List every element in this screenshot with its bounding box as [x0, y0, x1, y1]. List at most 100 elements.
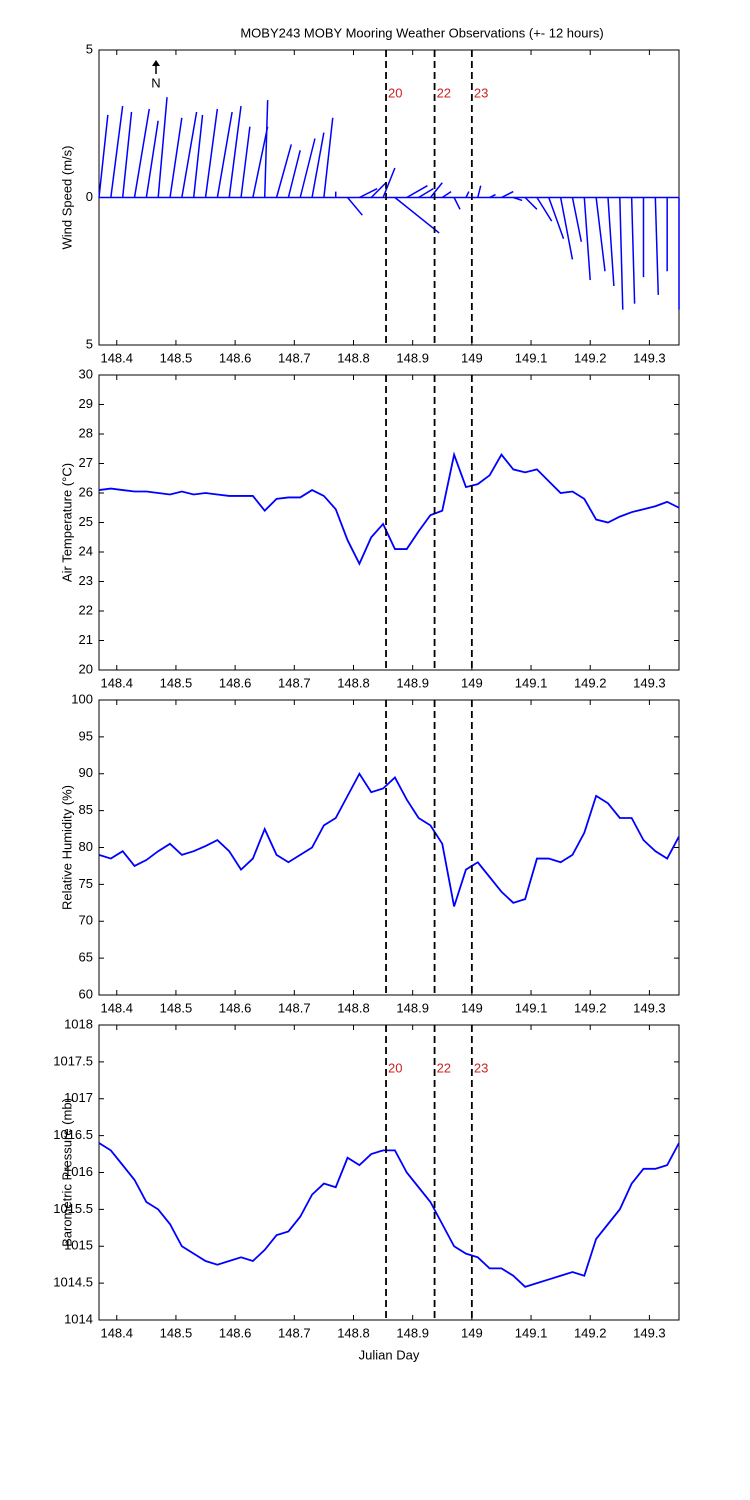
x-tick-label: 149.2 [574, 350, 607, 365]
x-tick-label: 149 [461, 1000, 483, 1015]
y-tick-label: 27 [79, 455, 93, 470]
x-tick-label: 149 [461, 675, 483, 690]
x-tick-label: 148.8 [337, 1325, 370, 1340]
x-tick-label: 148.6 [219, 350, 252, 365]
x-tick-label: 148.5 [160, 350, 193, 365]
x-tick-label: 148.9 [396, 1325, 429, 1340]
wind-stick [654, 197, 660, 295]
y-axis-label: Relative Humidity (%) [59, 785, 74, 910]
y-tick-label: 60 [79, 986, 93, 1001]
wind-stick [157, 97, 168, 198]
wind-stick [228, 105, 242, 198]
wind-stick [418, 188, 434, 199]
x-tick-label: 148.6 [219, 1325, 252, 1340]
wind-stick [359, 187, 378, 199]
y-tick-label: 70 [79, 913, 93, 928]
x-tick-label: 149.3 [633, 1325, 666, 1340]
y-tick-label: 25 [79, 514, 93, 529]
y-tick-label: 30 [79, 366, 93, 381]
wind-stick [98, 114, 109, 198]
wind-stick [513, 196, 523, 202]
x-tick-label: 148.7 [278, 1000, 311, 1015]
x-axis-label: Julian Day [359, 1347, 420, 1362]
wind-stick [169, 117, 183, 198]
wind-stick [287, 150, 301, 198]
y-tick-label: 5 [86, 336, 93, 351]
wind-stick [441, 190, 452, 199]
x-tick-label: 148.9 [396, 350, 429, 365]
y-tick-label: 24 [79, 543, 93, 558]
wind-stick [263, 100, 269, 198]
x-tick-label: 148.5 [160, 1325, 193, 1340]
x-tick-label: 148.8 [337, 675, 370, 690]
x-tick-label: 148.4 [100, 350, 133, 365]
x-tick-label: 149.1 [515, 675, 548, 690]
wind-stick [501, 190, 514, 199]
wind-stick [559, 197, 574, 260]
wind-stick [477, 185, 482, 198]
y-tick-label: 23 [79, 573, 93, 588]
wind-stick [394, 196, 440, 234]
y-tick-label: 65 [79, 950, 93, 965]
wind-stick [192, 114, 204, 198]
data-line [98, 451, 680, 566]
y-tick-label: 1017.5 [53, 1053, 93, 1068]
x-tick-label: 148.9 [396, 675, 429, 690]
y-tick-label: 1015.5 [53, 1201, 93, 1216]
y-tick-label: 26 [79, 484, 93, 499]
x-tick-label: 149.2 [574, 1325, 607, 1340]
wind-stick [571, 197, 583, 242]
x-tick-label: 149.2 [574, 675, 607, 690]
wind-stick [346, 197, 363, 216]
y-tick-label: 1015 [64, 1238, 93, 1253]
y-tick-label: 20 [79, 661, 93, 676]
y-tick-label: 75 [79, 876, 93, 891]
wind-stick [619, 197, 624, 310]
x-tick-label: 149.3 [633, 675, 666, 690]
x-tick-label: 149 [461, 1325, 483, 1340]
chart-title: MOBY243 MOBY Mooring Weather Observation… [240, 25, 603, 40]
wind-stick [181, 111, 198, 198]
x-tick-label: 149.1 [515, 350, 548, 365]
x-tick-label: 149.1 [515, 1000, 548, 1015]
x-tick-label: 148.4 [100, 1000, 133, 1015]
x-tick-label: 148.8 [337, 1000, 370, 1015]
wind-stick [311, 132, 325, 198]
y-tick-label: 100 [71, 691, 93, 706]
north-arrow-head [152, 60, 160, 66]
wind-stick [133, 108, 151, 198]
x-tick-label: 148.5 [160, 1000, 193, 1015]
x-tick-label: 148.7 [278, 1325, 311, 1340]
x-tick-label: 149.3 [633, 1000, 666, 1015]
x-tick-label: 149.1 [515, 1325, 548, 1340]
y-tick-label: 1018 [64, 1016, 93, 1031]
wind-stick [323, 117, 334, 198]
y-tick-label: 1016 [64, 1164, 93, 1179]
y-tick-label: 85 [79, 802, 93, 817]
event-label: 23 [474, 85, 488, 100]
wind-stick [121, 111, 133, 198]
wind-stick [382, 167, 396, 198]
x-tick-label: 148.9 [396, 1000, 429, 1015]
wind-stick [524, 196, 538, 210]
y-axis-label: Wind Speed (m/s) [59, 145, 74, 249]
data-line [98, 1142, 680, 1288]
wind-stick [489, 193, 496, 199]
wind-stick [370, 182, 387, 199]
y-tick-label: 1014.5 [53, 1275, 93, 1290]
wind-stick [429, 182, 443, 198]
event-label: 20 [388, 1060, 402, 1075]
y-axis-label: Air Temperature (°C) [59, 463, 74, 582]
wind-stick [145, 120, 159, 198]
wind-stick [583, 197, 591, 281]
x-tick-label: 148.4 [100, 675, 133, 690]
y-tick-label: 1016.5 [53, 1127, 93, 1142]
y-tick-label: 1014 [64, 1311, 93, 1326]
wind-stick [110, 105, 124, 198]
y-tick-label: 5 [86, 41, 93, 56]
y-tick-label: 0 [86, 189, 93, 204]
x-tick-label: 148.6 [219, 675, 252, 690]
x-tick-label: 148.7 [278, 350, 311, 365]
